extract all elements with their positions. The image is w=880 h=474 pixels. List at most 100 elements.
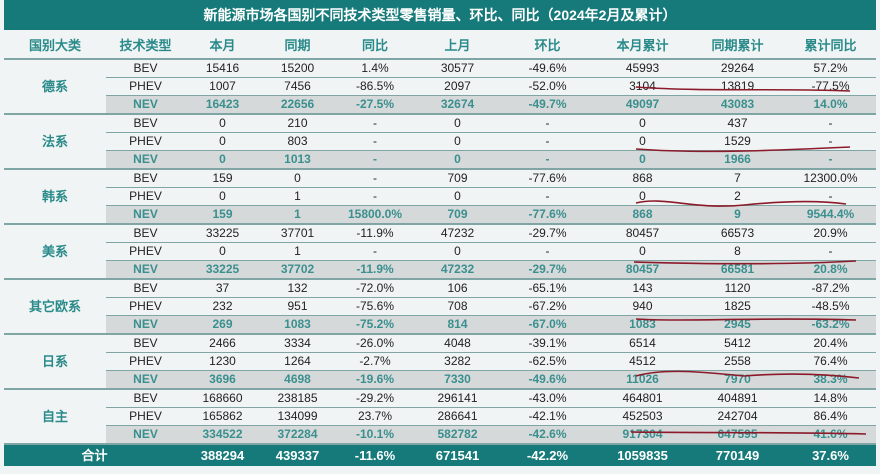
value-cell: -	[335, 242, 415, 261]
value-cell: -26.0%	[335, 334, 415, 353]
tech-type-cell: PHEV	[106, 242, 185, 261]
value-cell: 143	[595, 279, 690, 298]
value-cell: -67.2%	[500, 297, 595, 316]
group-label: 法系	[4, 114, 106, 170]
tech-type-cell: BEV	[106, 59, 185, 78]
group-label: 韩系	[4, 169, 106, 225]
value-cell: 951	[260, 297, 335, 316]
value-cell: -19.6%	[335, 370, 415, 390]
total-value-cell: 439337	[260, 444, 335, 466]
table-row: PHEV 0 803-0-0 1529-	[4, 132, 876, 151]
value-cell: -62.5%	[500, 352, 595, 371]
column-header: 技术类型	[106, 30, 185, 60]
total-value-cell: -42.2%	[500, 444, 595, 466]
total-value-cell: 770149	[690, 444, 785, 466]
value-cell: 15416	[185, 59, 260, 78]
group-label: 德系	[4, 59, 106, 115]
group-label: 美系	[4, 224, 106, 280]
value-cell: 159	[185, 169, 260, 188]
table-row: PHEV 232 951 -75.6% 708 -67.2% 940 1825 -48.5%	[4, 297, 876, 316]
value-cell: 106	[415, 279, 500, 298]
table-row: 美系 BEV 33225 37701 -11.9% 47232 -29.7% 80457 665…	[4, 224, 876, 280]
value-cell: 134099	[260, 407, 335, 426]
value-cell: 4512	[595, 352, 690, 371]
value-cell: 0	[185, 187, 260, 206]
value-cell: 452503	[595, 407, 690, 426]
value-cell: -77.6%	[500, 205, 595, 225]
value-cell: 22656	[260, 95, 335, 115]
value-cell: -	[500, 150, 595, 170]
value-cell: 2	[690, 187, 785, 206]
table-row: NEV 269 1083 -75.2% 814 -67.0% 1083 2945 -63.2%	[4, 315, 876, 335]
value-cell: 868	[595, 169, 690, 188]
value-cell: 32674	[415, 95, 500, 115]
value-cell: 0	[185, 114, 260, 133]
value-cell: 0	[595, 132, 690, 151]
value-cell: 709	[415, 205, 500, 225]
value-cell: 12300.0%	[785, 169, 876, 188]
value-cell: 708	[415, 297, 500, 316]
value-cell: 45993	[595, 59, 690, 78]
value-cell: -	[335, 114, 415, 133]
value-cell: 3104	[595, 77, 690, 96]
value-cell: 1529	[690, 132, 785, 151]
table-row: 韩系 BEV 159 0-709 -77.6% 868 7 12300.0%	[4, 169, 876, 225]
sales-table-panel: 新能源市场各国别不同技术类型零售销量、环比、同比（2024年2月及累计） 国别大…	[4, 0, 876, 474]
value-cell: 0	[185, 242, 260, 261]
value-cell: 0	[415, 114, 500, 133]
value-cell: 66581	[690, 260, 785, 280]
value-cell: 1825	[690, 297, 785, 316]
value-cell: 20.9%	[785, 224, 876, 243]
value-cell: -52.0%	[500, 77, 595, 96]
value-cell: 7330	[415, 370, 500, 390]
value-cell: -65.1%	[500, 279, 595, 298]
value-cell: 6514	[595, 334, 690, 353]
value-cell: 15200	[260, 59, 335, 78]
total-row: 合计 388294 439337 -11.6% 671541 -42.2% 1059835 7…	[4, 444, 876, 466]
column-header: 同比	[335, 30, 415, 60]
value-cell: -87.2%	[785, 279, 876, 298]
value-cell: -	[500, 132, 595, 151]
value-cell: -	[785, 132, 876, 151]
value-cell: -	[785, 187, 876, 206]
value-cell: 1966	[690, 150, 785, 170]
value-cell: 404891	[690, 389, 785, 408]
tech-type-cell: NEV	[106, 205, 185, 225]
value-cell: -	[500, 242, 595, 261]
value-cell: -27.5%	[335, 95, 415, 115]
tech-type-cell: PHEV	[106, 77, 185, 96]
value-cell: -39.1%	[500, 334, 595, 353]
value-cell: -10.1%	[335, 425, 415, 445]
value-cell: 286641	[415, 407, 500, 426]
value-cell: 30577	[415, 59, 500, 78]
tech-type-cell: BEV	[106, 279, 185, 298]
tech-type-cell: NEV	[106, 260, 185, 280]
value-cell: 582782	[415, 425, 500, 445]
value-cell: 3282	[415, 352, 500, 371]
value-cell: -2.7%	[335, 352, 415, 371]
value-cell: -86.5%	[335, 77, 415, 96]
tech-type-cell: NEV	[106, 370, 185, 390]
value-cell: 1230	[185, 352, 260, 371]
table-row: 日系 BEV 2466 3334 -26.0% 4048 -39.1% 6514 5412 20.…	[4, 334, 876, 390]
value-cell: 57.2%	[785, 59, 876, 78]
value-cell: 4048	[415, 334, 500, 353]
value-cell: 1264	[260, 352, 335, 371]
value-cell: 37701	[260, 224, 335, 243]
table-row: PHEV 1007 7456 -86.5% 2097 -52.0% 3104 13819 -77…	[4, 77, 876, 96]
tech-type-cell: PHEV	[106, 297, 185, 316]
value-cell: 66573	[690, 224, 785, 243]
value-cell: -42.6%	[500, 425, 595, 445]
column-header: 本月累计	[595, 30, 690, 60]
value-cell: 33225	[185, 224, 260, 243]
value-cell: 38.3%	[785, 370, 876, 390]
group-label: 其它欧系	[4, 279, 106, 335]
value-cell: 41.6%	[785, 425, 876, 445]
value-cell: 7970	[690, 370, 785, 390]
column-header: 上月	[415, 30, 500, 60]
value-cell: -	[335, 169, 415, 188]
column-header: 同期	[260, 30, 335, 60]
value-cell: -11.9%	[335, 224, 415, 243]
value-cell: 1	[260, 187, 335, 206]
table-row: NEV 334522 372284 -10.1% 582782 -42.6% 917304 6…	[4, 425, 876, 445]
